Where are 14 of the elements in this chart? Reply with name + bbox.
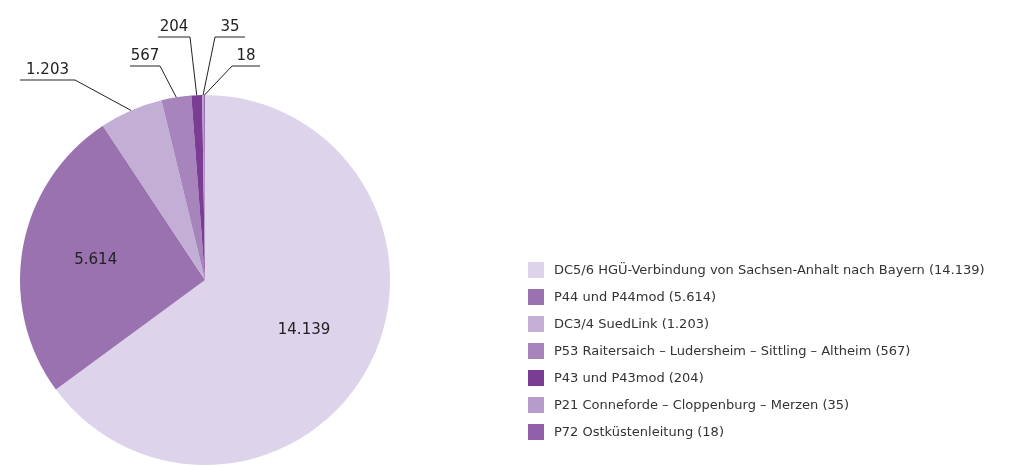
data-label: 567 [130, 46, 160, 65]
legend-label: DC5/6 HGÜ-Verbindung von Sachsen-Anhalt nach Bayern (14.139) [554, 262, 985, 277]
data-label: 1.203 [26, 60, 69, 79]
data-label: 204 [159, 17, 189, 36]
legend-label: P53 Raitersaich – Ludersheim – Sittling – Altheim (567) [554, 343, 911, 358]
legend-label: P43 und P43mod (204) [554, 370, 704, 385]
legend-label: DC3/4 SuedLink (1.203) [554, 316, 709, 331]
data-label: 18 [236, 46, 256, 65]
data-label: 35 [220, 17, 240, 36]
legend-label: P44 und P44mod (5.614) [554, 289, 717, 304]
legend-label: P21 Conneforde – Cloppenburg – Merzen (35) [554, 397, 850, 412]
data-label: 5.614 [74, 250, 118, 269]
legend-label: P72 Ostküstenleitung (18) [554, 424, 724, 439]
data-label: 14.139 [277, 320, 331, 339]
